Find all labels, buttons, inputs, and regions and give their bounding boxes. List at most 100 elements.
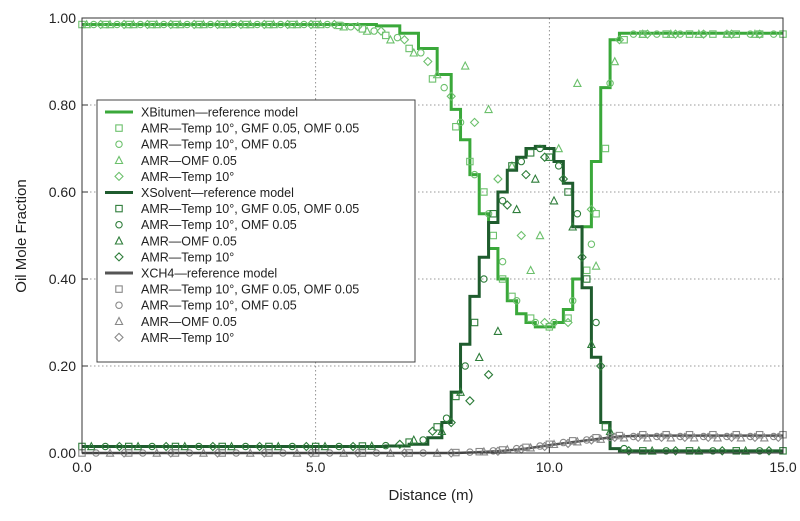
ch4-circle-marker (559, 438, 568, 447)
bitumen-diamond-marker (95, 19, 106, 30)
bitumen-triangle-marker (105, 19, 115, 29)
bitumen-diamond-marker (236, 19, 246, 30)
solvent-square-marker (639, 447, 647, 455)
ch4-diamond-marker (750, 432, 760, 443)
bitumen-square-marker (582, 266, 591, 275)
bitumen-triangle-marker (694, 29, 704, 38)
bitumen-diamond-marker (119, 19, 129, 30)
legend-label: AMR—OMF 0.05 (141, 154, 237, 168)
legend-entry: AMR—Temp 10°, OMF 0.05 (115, 299, 297, 313)
solvent-square-marker (685, 447, 694, 455)
bitumen-triangle-marker (82, 19, 92, 29)
legend-label: AMR—Temp 10°, OMF 0.05 (141, 299, 297, 313)
legend-label: AMR—Temp 10° (141, 170, 234, 184)
y-axis-title: Oil Mole Fraction (13, 179, 30, 292)
bitumen-circle-marker (456, 118, 465, 127)
legend-label: AMR—Temp 10°, OMF 0.05 (141, 138, 297, 152)
ch4-diamond-marker (259, 448, 270, 458)
solvent-diamond-marker (208, 441, 218, 452)
solvent-circle-marker (101, 442, 110, 451)
legend-entry: XCH4—reference model (105, 267, 277, 281)
ch4-triangle-marker (619, 432, 629, 442)
ch4-circle-marker (582, 436, 591, 444)
bitumen-square-marker (466, 157, 474, 166)
bitumen-triangle-marker (638, 29, 648, 38)
ch4-diamond-marker (703, 432, 714, 443)
legend-entry: XBitumen—reference model (105, 106, 298, 120)
legend-entry: AMR—OMF 0.05 (114, 234, 237, 248)
solvent-triangle-marker (694, 445, 704, 455)
legend-marker-swatch (114, 252, 124, 262)
y-tick-label: 0.80 (49, 97, 76, 113)
series-6 (78, 149, 787, 455)
x-tick-label: 10.0 (536, 459, 563, 475)
solvent-square-marker (489, 210, 498, 218)
bitumen-circle-marker (498, 257, 507, 266)
legend-entry: AMR—Temp 10° (114, 331, 234, 345)
bitumen-diamond-marker (446, 91, 456, 102)
bitumen-circle-marker (629, 30, 638, 38)
legend-label: AMR—OMF 0.05 (141, 315, 237, 329)
bitumen-square-marker (732, 30, 741, 38)
ch4-circle-marker (466, 448, 474, 456)
ch4-circle-marker (629, 432, 638, 441)
solvent-triangle-marker (647, 445, 657, 455)
legend-label: AMR—Temp 10°, GMF 0.05, OMF 0.05 (141, 122, 359, 136)
solvent-diamond-marker (446, 417, 456, 428)
bitumen-diamond-marker (539, 317, 550, 328)
ch4-diamond-marker (306, 448, 316, 458)
bitumen-triangle-marker (339, 21, 349, 31)
bitumen-circle-marker (676, 30, 684, 38)
ch4-diamond-marker (539, 441, 550, 452)
bitumen-diamond-marker (614, 34, 625, 45)
legend-marker-swatch (115, 220, 123, 229)
legend-entry: AMR—Temp 10°, OMF 0.05 (115, 218, 297, 232)
bitumen-reference-line (82, 23, 783, 329)
bitumen-square-marker (526, 314, 535, 322)
solvent-diamond-marker (521, 169, 531, 180)
solvent-triangle-marker (568, 221, 578, 231)
ch4-triangle-marker (596, 434, 606, 443)
solvent-triangle-marker (409, 434, 419, 444)
series-8 (86, 173, 751, 455)
bitumen-diamond-marker (189, 19, 199, 30)
legend-marker-swatch (114, 332, 124, 343)
legend-label: AMR—Temp 10° (141, 331, 234, 345)
legend-label: AMR—OMF 0.05 (141, 234, 237, 248)
series-7 (101, 144, 764, 455)
series-1 (78, 20, 787, 331)
bitumen-triangle-marker (292, 19, 302, 29)
bitumen-circle-marker (769, 30, 778, 38)
bitumen-diamond-marker (329, 19, 340, 30)
solvent-triangle-marker (493, 326, 503, 335)
bitumen-circle-marker (550, 318, 558, 327)
ch4-diamond-marker (656, 432, 667, 443)
bitumen-diamond-marker (563, 317, 573, 328)
bitumen-triangle-marker (460, 60, 470, 70)
ch4-diamond-marker (773, 432, 784, 443)
legend-box (96, 99, 416, 363)
y-tick-label: 0.00 (49, 445, 76, 461)
solvent-circle-marker (536, 144, 544, 153)
solvent-triangle-marker (474, 352, 484, 362)
ch4-triangle-marker (549, 439, 559, 449)
legend-label: AMR—Temp 10°, GMF 0.05, OMF 0.05 (141, 283, 359, 297)
bitumen-diamond-marker (282, 19, 293, 30)
bitumen-square-marker (480, 188, 488, 196)
bitumen-diamond-marker (586, 204, 597, 215)
bitumen-triangle-marker (409, 47, 419, 57)
bitumen-triangle-marker (385, 34, 395, 44)
bitumen-circle-marker (531, 318, 540, 327)
legend-entry: AMR—Temp 10° (114, 170, 234, 184)
legend-label: AMR—Temp 10° (141, 250, 234, 264)
solvent-triangle-marker (367, 441, 377, 450)
bitumen-circle-marker (653, 30, 661, 38)
ch4-circle-marker (606, 433, 614, 442)
bitumen-circle-marker (484, 210, 493, 218)
ch4-triangle-marker (642, 432, 652, 442)
solvent-square-marker (582, 275, 591, 283)
ch4-triangle-marker (526, 442, 536, 452)
bitumen-triangle-marker (175, 19, 185, 29)
bitumen-triangle-marker (315, 19, 325, 29)
